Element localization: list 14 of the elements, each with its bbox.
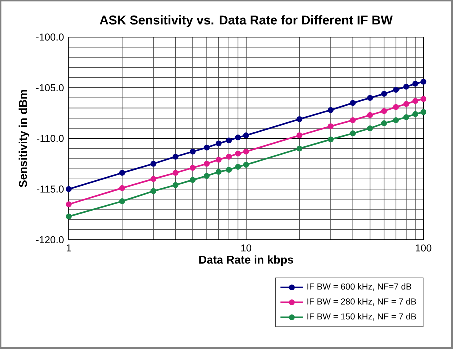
legend-label: IF BW = 600 kHz, NF=7 dB xyxy=(308,283,412,291)
y-tick-label: -100.0 xyxy=(36,34,64,41)
x-tick-label: 10 xyxy=(242,244,252,252)
x-tick-label: 100 xyxy=(416,244,432,252)
chart-title: ASK Sensitivity vs. Data Rate for Different IF BW xyxy=(100,15,393,28)
x-tick-label: 1 xyxy=(66,244,72,252)
legend-label: IF BW = 150 kHz, NF = 7 dB xyxy=(308,313,416,321)
y-tick-label: -120.0 xyxy=(36,236,64,244)
y-axis-title: Sensitivity in dBm xyxy=(18,90,30,188)
y-tick-label: -110.0 xyxy=(37,135,64,142)
legend-label: IF BW = 280 kHz, NF = 7 dB xyxy=(308,298,416,306)
y-tick-label: -115.0 xyxy=(37,186,64,193)
x-axis-title: Data Rate in kbps xyxy=(200,256,294,266)
y-tick-label: -105.0 xyxy=(36,84,64,92)
